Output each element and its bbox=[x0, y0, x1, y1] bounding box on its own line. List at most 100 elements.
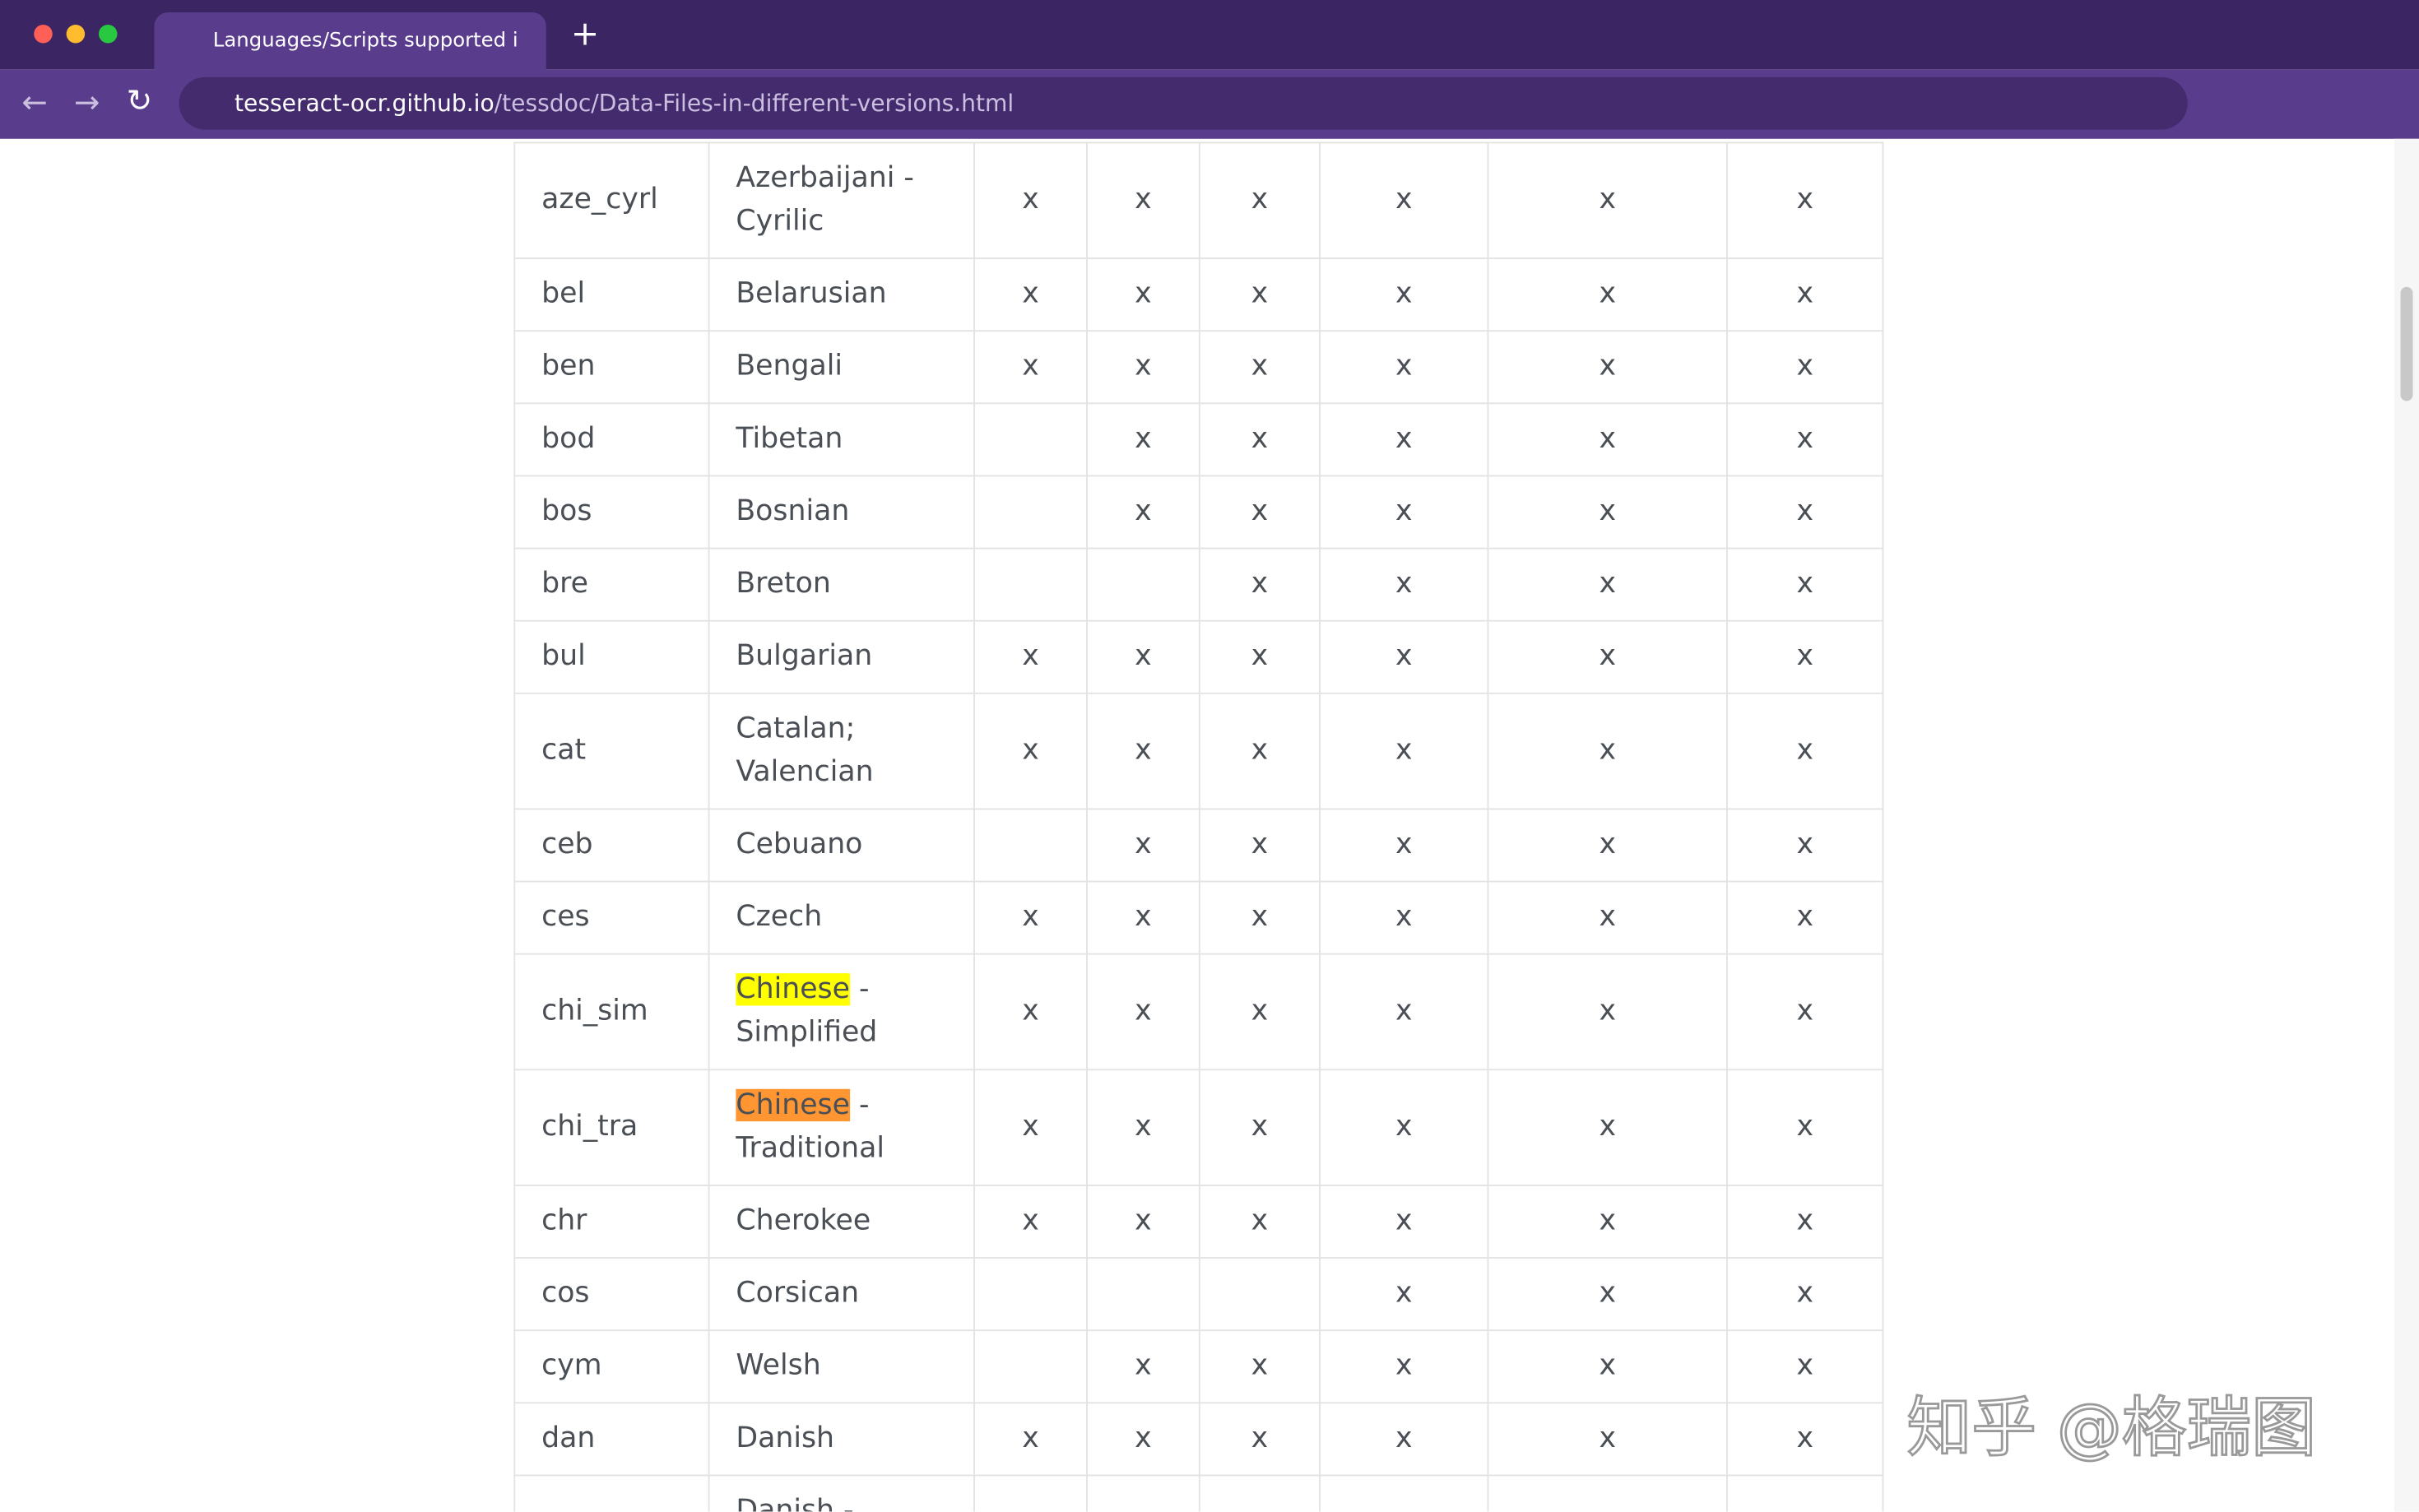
name-cell: Chinese - Simplified bbox=[708, 953, 975, 1071]
version-cell: x bbox=[1198, 1402, 1321, 1477]
name-cell: Catalan; Valencian bbox=[708, 692, 975, 810]
name-rest: - Simplified bbox=[736, 973, 878, 1049]
code-cell: ceb bbox=[513, 808, 710, 883]
version-cell: x bbox=[1086, 1402, 1200, 1477]
version-cell: x bbox=[1319, 953, 1489, 1071]
code-cell: chi_tra bbox=[513, 1069, 710, 1186]
version-cell: x bbox=[973, 619, 1088, 694]
version-cell bbox=[1487, 1474, 1728, 1512]
tab-strip: Languages/Scripts supported i + bbox=[0, 0, 2419, 70]
version-cell: x bbox=[1086, 808, 1200, 883]
table-row: cym Welsh x x x x x bbox=[513, 1329, 1884, 1404]
version-cell: x bbox=[1198, 475, 1321, 550]
name-cell: Bulgarian bbox=[708, 619, 975, 694]
code-cell bbox=[513, 1474, 710, 1512]
highlight: Chinese bbox=[736, 1088, 850, 1122]
code-cell: aze_cyrl bbox=[513, 141, 710, 259]
version-cell: x bbox=[1198, 1185, 1321, 1259]
version-cell: x bbox=[1198, 692, 1321, 810]
version-cell: x bbox=[1319, 402, 1489, 477]
version-cell: x bbox=[973, 1402, 1088, 1477]
name-cell: Azerbaijani - Cyrilic bbox=[708, 141, 975, 259]
version-cell: x bbox=[1726, 547, 1884, 622]
version-cell bbox=[973, 402, 1088, 477]
version-cell: x bbox=[1319, 257, 1489, 332]
name-cell: Cherokee bbox=[708, 1185, 975, 1259]
version-cell: x bbox=[1319, 475, 1489, 550]
url-host: tesseract-ocr.github.io bbox=[234, 89, 494, 118]
name-cell: Bengali bbox=[708, 330, 975, 405]
name-cell: Danish bbox=[708, 1402, 975, 1477]
version-cell: x bbox=[1319, 1257, 1489, 1332]
version-cell: x bbox=[1726, 1069, 1884, 1186]
version-cell: x bbox=[1726, 619, 1884, 694]
version-cell: x bbox=[973, 257, 1088, 332]
name-cell: Corsican bbox=[708, 1257, 975, 1332]
version-cell: x bbox=[1487, 141, 1728, 259]
zoom-window[interactable] bbox=[99, 25, 118, 44]
version-cell: x bbox=[1319, 880, 1489, 955]
watermark: 知乎 @格瑞图 bbox=[1906, 1389, 2317, 1467]
tab[interactable]: Languages/Scripts supported i bbox=[154, 12, 546, 70]
code-cell: cym bbox=[513, 1329, 710, 1404]
name-cell: Czech bbox=[708, 880, 975, 955]
version-cell: x bbox=[1198, 953, 1321, 1071]
code-cell: bre bbox=[513, 547, 710, 622]
version-cell: x bbox=[973, 880, 1088, 955]
version-cell: x bbox=[1198, 619, 1321, 694]
table-row: chi_tra Chinese - Traditional x x x x x x bbox=[513, 1069, 1884, 1186]
version-cell: x bbox=[1319, 1069, 1489, 1186]
code-cell: cat bbox=[513, 692, 710, 810]
version-cell: x bbox=[1487, 257, 1728, 332]
version-cell: x bbox=[1487, 808, 1728, 883]
version-cell: x bbox=[1086, 619, 1200, 694]
version-cell: x bbox=[1086, 1329, 1200, 1404]
version-cell: x bbox=[1198, 1069, 1321, 1186]
version-cell: x bbox=[1086, 141, 1200, 259]
version-cell: x bbox=[1726, 402, 1884, 477]
code-cell: chi_sim bbox=[513, 953, 710, 1071]
version-cell: x bbox=[1198, 808, 1321, 883]
version-cell: x bbox=[1487, 619, 1728, 694]
version-cell: x bbox=[1487, 475, 1728, 550]
version-cell: x bbox=[1198, 1329, 1321, 1404]
version-cell: x bbox=[1319, 1329, 1489, 1404]
name-cell: Chinese - Traditional bbox=[708, 1069, 975, 1186]
scrollbar-thumb[interactable] bbox=[2400, 286, 2413, 401]
version-cell: x bbox=[1487, 1185, 1728, 1259]
version-cell: x bbox=[1319, 547, 1489, 622]
version-cell bbox=[1198, 1257, 1321, 1332]
reload-button[interactable]: ↻ bbox=[126, 81, 153, 119]
close-window[interactable] bbox=[34, 25, 53, 44]
version-cell: x bbox=[1198, 880, 1321, 955]
version-cell: x bbox=[1726, 257, 1884, 332]
table-row: bel Belarusian x x x x x x bbox=[513, 257, 1884, 332]
table-row: ces Czech x x x x x x bbox=[513, 880, 1884, 955]
version-cell: x bbox=[1086, 1069, 1200, 1186]
version-cell: x bbox=[1198, 330, 1321, 405]
name-cell: Cebuano bbox=[708, 808, 975, 883]
version-cell: x bbox=[1198, 257, 1321, 332]
version-cell: x bbox=[1086, 692, 1200, 810]
name-cell: Belarusian bbox=[708, 257, 975, 332]
version-cell: x bbox=[1726, 1402, 1884, 1477]
version-cell: x bbox=[973, 692, 1088, 810]
version-cell: x bbox=[1487, 1257, 1728, 1332]
version-cell: x bbox=[1487, 547, 1728, 622]
version-cell bbox=[973, 1474, 1088, 1512]
new-tab[interactable]: + bbox=[570, 15, 600, 54]
version-cell: x bbox=[1726, 1257, 1884, 1332]
minimize-window[interactable] bbox=[66, 25, 86, 44]
version-cell: x bbox=[1726, 953, 1884, 1071]
table-row: cat Catalan; Valencian x x x x x x bbox=[513, 692, 1884, 810]
table-row: chr Cherokee x x x x x x bbox=[513, 1185, 1884, 1259]
name-cell: Tibetan bbox=[708, 402, 975, 477]
forward-button[interactable]: → bbox=[74, 83, 100, 121]
version-cell bbox=[973, 1257, 1088, 1332]
version-cell: x bbox=[1198, 547, 1321, 622]
version-cell: x bbox=[1086, 1185, 1200, 1259]
address-bar[interactable]: tesseract-ocr.github.io/tessdoc/Data-Fil… bbox=[179, 77, 2188, 130]
back-button[interactable]: ← bbox=[21, 83, 48, 121]
version-cell: x bbox=[1319, 808, 1489, 883]
version-cell: x bbox=[1487, 1329, 1728, 1404]
